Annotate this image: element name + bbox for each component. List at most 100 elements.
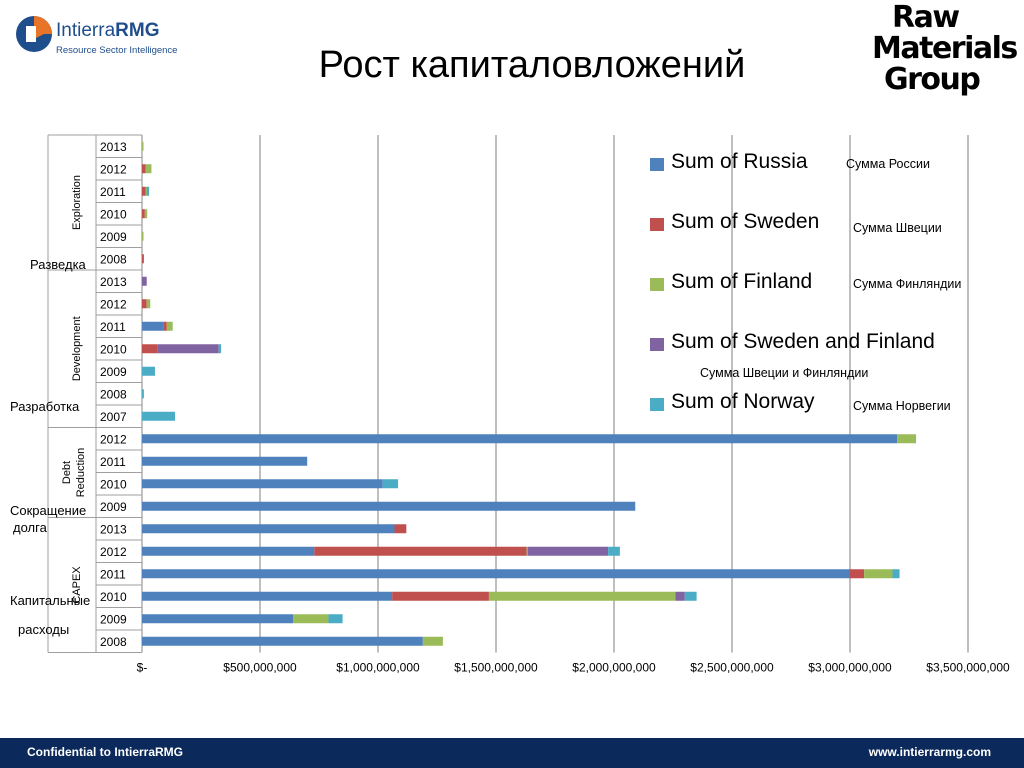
- bar-segment: [142, 186, 146, 196]
- bar-segment: [608, 546, 620, 556]
- y-tick-label: 2009: [100, 230, 127, 244]
- logo-left-name: IntierraRMG: [56, 20, 160, 41]
- bar-segment: [850, 569, 865, 579]
- y-tick-label: 2009: [100, 613, 127, 627]
- bar-segment: [864, 569, 893, 579]
- bar-segment: [142, 366, 155, 376]
- x-tick-label: $1,000,000,000: [336, 661, 420, 675]
- group-label: Reduction: [75, 448, 87, 498]
- bar-segment: [314, 546, 527, 556]
- bar-segment: [142, 344, 158, 354]
- legend-label-sweden-finland: Sum of Sweden and Finland: [671, 330, 935, 353]
- category-ru-debt-line2: долга: [13, 520, 47, 535]
- bar-segment: [163, 321, 167, 331]
- bar-segment: [142, 614, 294, 624]
- bar-segment: [145, 164, 152, 174]
- y-tick-label: 2007: [100, 410, 127, 424]
- x-tick-label: $3,500,000,000: [926, 661, 1010, 675]
- bar-segment: [145, 186, 148, 196]
- legend-ru-finland: Сумма Финляндии: [853, 277, 962, 291]
- bar-segment: [142, 321, 164, 331]
- y-tick-label: 2013: [100, 275, 127, 289]
- bar-segment: [157, 344, 219, 354]
- legend-swatch-norway: [650, 398, 664, 411]
- bar-segment: [394, 524, 407, 534]
- y-tick-label: 2012: [100, 298, 127, 312]
- bar-segment: [142, 636, 423, 646]
- y-tick-label: 2010: [100, 208, 127, 222]
- x-tick-label: $-: [137, 661, 148, 675]
- legend-swatch-russia: [650, 158, 664, 171]
- category-ru-development: Разработка: [10, 399, 80, 414]
- capex-growth-chart: $- $500,000,000 $1,000,000,000 $1,500,000,0…: [47, 134, 1010, 675]
- footer-confidential: Confidential to IntierraRMG: [27, 745, 183, 759]
- bar-segment: [526, 546, 529, 556]
- y-tick-label: 2011: [100, 455, 126, 469]
- y-tick-label: 2008: [100, 253, 127, 267]
- bar-segment: [382, 479, 399, 489]
- y-tick-label: 2012: [100, 433, 127, 447]
- y-tick-label: 2010: [100, 590, 127, 604]
- y-tick-label: 2013: [100, 140, 127, 154]
- x-tick-label: $1,500,000,000: [454, 661, 538, 675]
- bar-segment: [218, 344, 222, 354]
- bar-segment: [142, 569, 850, 579]
- legend-swatch-finland: [650, 278, 664, 291]
- x-tick-label: $2,500,000,000: [690, 661, 774, 675]
- bar-segment: [142, 141, 144, 151]
- bar-segment: [392, 591, 489, 601]
- category-ru-exploration: Разведка: [30, 257, 86, 272]
- legend-ru-russia: Сумма России: [846, 157, 930, 171]
- bar-segment: [142, 546, 315, 556]
- logo-right-line2: Materials: [872, 31, 1018, 66]
- bar-segment: [142, 389, 144, 399]
- bar-segment: [142, 254, 144, 264]
- y-tick-label: 2008: [100, 635, 127, 649]
- group-label: Debt: [61, 461, 73, 484]
- y-tick-label: 2009: [100, 365, 127, 379]
- bar-segment: [488, 591, 676, 601]
- y-tick-label: 2011: [100, 320, 126, 334]
- bar-segment: [142, 209, 145, 219]
- chart-legend: Sum of Russia Сумма России Sum of Sweden…: [650, 150, 1020, 430]
- category-ru-debt-line1: Сокращение: [10, 503, 87, 518]
- x-tick-label: $2,000,000,000: [572, 661, 656, 675]
- legend-label-russia: Sum of Russia: [671, 150, 808, 173]
- category-ru-capex-line2: расходы: [18, 622, 70, 637]
- bar-segment: [142, 231, 144, 241]
- bar-segment: [142, 591, 393, 601]
- y-tick-label: 2011: [100, 185, 126, 199]
- bar-segment: [146, 299, 151, 309]
- bar-segment: [144, 209, 148, 219]
- category-ru-capex-line1: Капитальные: [10, 593, 91, 608]
- intierrarmg-logo: IntierraRMG Resource Sector Intelligence: [14, 14, 184, 64]
- logo-right-line1: Raw: [892, 0, 960, 35]
- bar-segment: [142, 479, 383, 489]
- bar-segment: [142, 524, 395, 534]
- bar-segment: [142, 164, 146, 174]
- bar-segment: [142, 501, 636, 511]
- y-tick-label: 2010: [100, 343, 127, 357]
- y-tick-label: 2009: [100, 500, 127, 514]
- legend-swatch-sweden: [650, 218, 664, 231]
- bar-segment: [146, 186, 150, 196]
- bar-segment: [897, 434, 917, 444]
- logo-left-tagline: Resource Sector Intelligence: [56, 45, 178, 56]
- y-tick-label: 2011: [100, 568, 126, 582]
- bar-segment: [142, 456, 308, 466]
- legend-label-norway: Sum of Norway: [671, 390, 815, 413]
- bar-segment: [422, 636, 443, 646]
- bar-segment: [166, 321, 173, 331]
- group-label: CAPEX: [71, 566, 83, 604]
- bar-segment: [142, 276, 147, 286]
- y-tick-label: 2012: [100, 163, 127, 177]
- y-tick-label: 2010: [100, 478, 127, 492]
- bar-segment: [293, 614, 329, 624]
- legend-ru-sweden: Сумма Швеции: [853, 221, 942, 235]
- intierrarmg-logo-icon: [16, 16, 52, 52]
- bar-segment: [328, 614, 343, 624]
- legend-label-sweden: Sum of Sweden: [671, 210, 820, 233]
- x-tick-label: $3,000,000,000: [808, 661, 892, 675]
- bar-segment: [527, 546, 609, 556]
- footer-website-link[interactable]: www.intierrarmg.com: [868, 745, 991, 759]
